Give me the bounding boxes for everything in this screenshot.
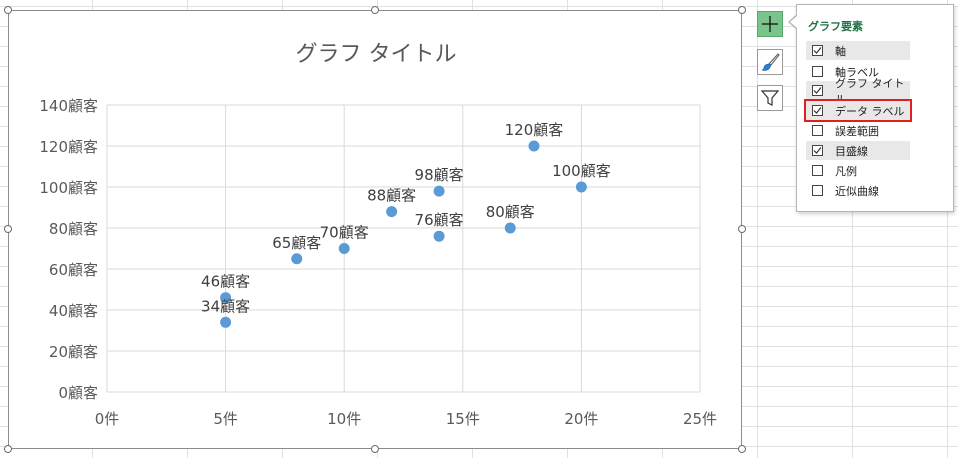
chart-element-item[interactable]: データ ラベル bbox=[804, 99, 912, 122]
checkbox[interactable] bbox=[812, 66, 823, 77]
data-point[interactable] bbox=[220, 292, 232, 304]
chart-filters-button[interactable] bbox=[757, 85, 783, 111]
data-point[interactable] bbox=[291, 253, 303, 265]
resize-handle-bottom[interactable] bbox=[371, 445, 379, 453]
data-label: 120顧客 bbox=[505, 121, 564, 139]
data-point[interactable] bbox=[433, 185, 445, 197]
x-tick-label: 5件 bbox=[213, 410, 238, 428]
chart-elements-button[interactable] bbox=[757, 11, 783, 37]
x-tick-label: 25件 bbox=[683, 410, 717, 428]
x-tick-label: 15件 bbox=[446, 410, 480, 428]
data-label: 70顧客 bbox=[320, 224, 369, 242]
chart-styles-button[interactable] bbox=[757, 49, 783, 75]
checkbox[interactable] bbox=[812, 145, 823, 156]
chart-elements-panel: グラフ要素 軸軸ラベル グラフ タイトル データ ラベル 誤差範囲目盛線凡例近似曲線 bbox=[796, 4, 954, 212]
axis-labels: 0顧客 20顧客 40顧客 60顧客 80顧客 100顧客 120顧客 140顧客 0件 5件 10… bbox=[39, 97, 717, 428]
chart-element-item[interactable]: 近似曲線 bbox=[806, 181, 910, 200]
chart-element-label: データ ラベル bbox=[835, 104, 905, 118]
y-tick-label: 140顧客 bbox=[39, 97, 98, 115]
data-label: 100顧客 bbox=[552, 162, 611, 180]
y-tick-label: 60顧客 bbox=[49, 261, 98, 279]
data-label: 98顧客 bbox=[415, 166, 464, 184]
chart-title[interactable]: グラフ タイトル bbox=[296, 42, 457, 67]
y-tick-label: 100顧客 bbox=[39, 179, 98, 197]
paintbrush-icon bbox=[761, 53, 780, 71]
chart-element-item[interactable]: 軸 bbox=[806, 41, 910, 60]
resize-handle-right[interactable] bbox=[738, 225, 746, 233]
resize-handle-bottom-left[interactable] bbox=[4, 445, 12, 453]
chart-element-item[interactable]: 軸ラベル bbox=[806, 62, 910, 81]
y-tick-label: 120顧客 bbox=[39, 138, 98, 156]
y-tick-label: 0顧客 bbox=[58, 384, 98, 402]
data-point[interactable] bbox=[220, 316, 232, 328]
chart-element-label: 軸 bbox=[835, 44, 846, 58]
scatter-chart: グラフ タイトル 0顧客 20顧客 40顧客 60顧客 80顧客 100顧客 120顧客 14… bbox=[39, 42, 717, 428]
data-point[interactable] bbox=[528, 140, 540, 152]
data-point[interactable] bbox=[575, 181, 587, 193]
data-label: 65顧客 bbox=[272, 234, 321, 252]
resize-handle-left[interactable] bbox=[4, 225, 12, 233]
data-label: 46顧客 bbox=[201, 273, 250, 291]
chart-element-item[interactable]: グラフ タイトル bbox=[806, 77, 910, 106]
checkbox[interactable] bbox=[812, 105, 823, 116]
chart-element-label: 目盛線 bbox=[835, 144, 868, 158]
y-tick-label: 20顧客 bbox=[49, 343, 98, 361]
funnel-icon bbox=[760, 90, 780, 106]
checkbox[interactable] bbox=[812, 185, 823, 196]
chart-element-item[interactable]: 目盛線 bbox=[806, 141, 910, 160]
y-tick-label: 80顧客 bbox=[49, 220, 98, 238]
checkbox[interactable] bbox=[812, 165, 823, 176]
data-label: 88顧客 bbox=[367, 187, 416, 205]
panel-pointer-fill bbox=[790, 15, 798, 29]
resize-handle-top-left[interactable] bbox=[4, 6, 12, 14]
chart-element-item[interactable]: 誤差範囲 bbox=[806, 121, 910, 140]
checkbox[interactable] bbox=[812, 45, 823, 56]
panel-title: グラフ要素 bbox=[808, 20, 863, 33]
data-point[interactable] bbox=[338, 243, 350, 254]
gridlines bbox=[106, 104, 701, 393]
x-tick-label: 20件 bbox=[564, 410, 598, 428]
data-label: 76顧客 bbox=[415, 211, 464, 229]
chart-element-label: 誤差範囲 bbox=[835, 124, 879, 138]
checkbox[interactable] bbox=[812, 125, 823, 136]
chart-element-label: 近似曲線 bbox=[835, 184, 879, 198]
resize-handle-top[interactable] bbox=[371, 6, 379, 14]
data-point[interactable] bbox=[433, 230, 445, 242]
resize-handle-top-right[interactable] bbox=[738, 6, 746, 14]
data-point[interactable] bbox=[504, 222, 516, 234]
data-points[interactable] bbox=[220, 140, 587, 328]
data-point[interactable] bbox=[386, 206, 398, 218]
x-tick-label: 0件 bbox=[95, 410, 120, 428]
y-tick-label: 40顧客 bbox=[49, 302, 98, 320]
chart-element-label: グラフ タイトル bbox=[835, 76, 905, 106]
chart-element-label: 軸ラベル bbox=[835, 65, 879, 79]
data-label: 34顧客 bbox=[201, 297, 250, 315]
chart-element-item[interactable]: 凡例 bbox=[806, 161, 910, 180]
chart-element-label: 凡例 bbox=[835, 164, 857, 178]
plus-icon bbox=[762, 16, 778, 32]
data-label: 80顧客 bbox=[486, 203, 535, 221]
checkbox[interactable] bbox=[812, 85, 823, 96]
chart-area[interactable]: グラフ タイトル 0顧客 20顧客 40顧客 60顧客 80顧客 100顧客 120顧客 14… bbox=[8, 10, 742, 449]
x-tick-label: 10件 bbox=[327, 410, 361, 428]
resize-handle-bottom-right[interactable] bbox=[738, 445, 746, 453]
